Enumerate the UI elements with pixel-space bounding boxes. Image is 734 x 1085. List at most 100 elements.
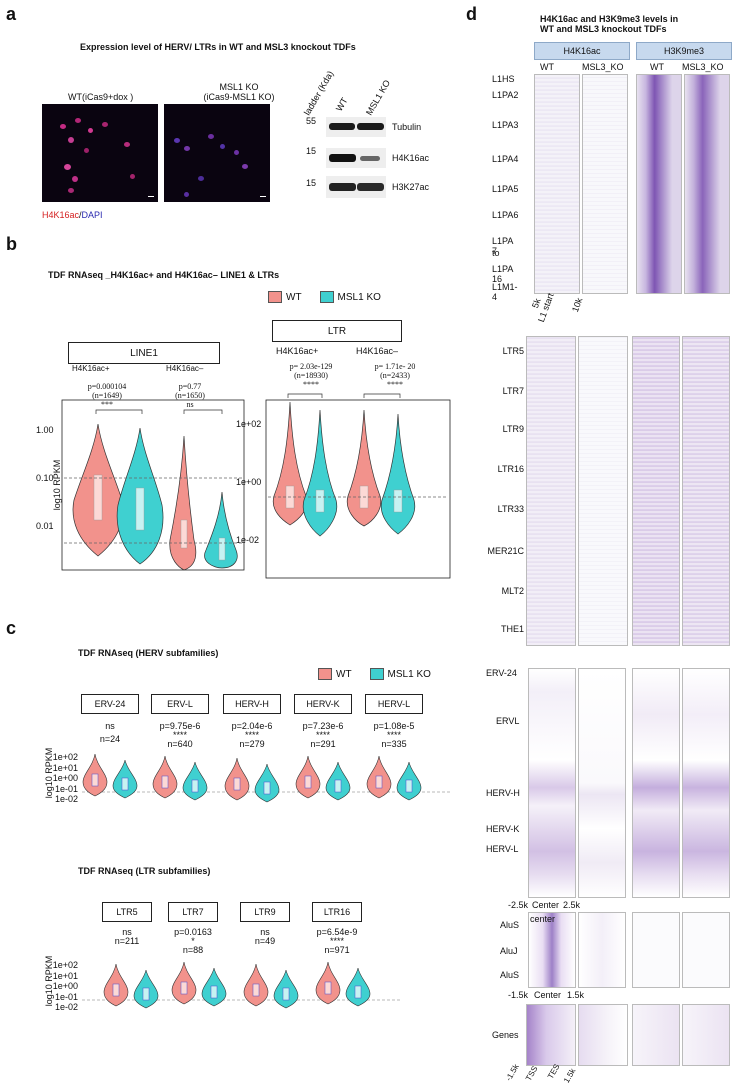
line1-box: LINE1 <box>68 342 220 364</box>
herv-stats-0: ns n=24 <box>81 722 139 744</box>
ltr-box: LTR <box>272 320 402 342</box>
l1-row-1: L1PA2 <box>492 90 519 100</box>
ltr0-p: ns <box>122 927 132 937</box>
herv1-p: p=9.75e-6 <box>159 721 201 731</box>
panel-b-legend: WT MSL1 KO <box>268 291 381 303</box>
herv0-n: n=24 <box>99 734 121 744</box>
stain-legend: H4K16ac/DAPI <box>42 210 103 220</box>
herv-row-3: HERV-K <box>486 824 520 834</box>
ltr1-sig: * <box>191 936 195 946</box>
ltr-row-2: LTR9 <box>502 424 524 434</box>
herv-stats-2: p=2.04e-6 **** n=279 <box>223 722 281 749</box>
line1-group2-name: H4K16ac– <box>166 364 204 373</box>
l1-row-8: L1PA 16 <box>492 264 513 284</box>
ltr-tick-3: 1e-02 <box>236 535 260 545</box>
l1-row-7: to <box>492 248 500 258</box>
violin-ltr-ko-neg <box>380 413 416 535</box>
panel-b-label: b <box>6 234 17 254</box>
herv3-sig: **** <box>315 730 330 740</box>
c-legend-wt-swatch <box>318 668 332 680</box>
heatmap-alu-h3-wt <box>632 912 680 988</box>
ltr-g2-n: (n=2433) <box>380 371 410 380</box>
herv2-p: p=2.04e-6 <box>231 721 273 731</box>
heatmap-ltr-h4-wt <box>526 336 576 646</box>
wt-image-label: WT(iCas9+dox ) <box>68 92 134 102</box>
heatmap-herv-h3-ko <box>682 668 730 898</box>
ltr-g2-sig: **** <box>387 380 403 389</box>
heatmap-genes-h3-ko <box>682 1004 730 1066</box>
l1-axis-10k: 10k <box>570 296 585 314</box>
blot-strip-tubulin <box>326 117 386 137</box>
ltr-g2-p: p= 1.71e- 20 <box>374 362 416 371</box>
line1-g1-n: (n=1649) <box>92 391 122 400</box>
herv3-p: p=7.23e-6 <box>302 721 344 731</box>
stain-sep: / <box>79 210 82 220</box>
facet-ervl: ERV-L <box>151 694 209 714</box>
line1-g1-sig: *** <box>101 400 113 409</box>
line1-group2-stats: p=0.77 (n=1650) ns <box>160 382 220 409</box>
herv3-n: n=291 <box>310 739 336 749</box>
c-legend-ko-label: MSL1 KO <box>387 668 431 680</box>
panel-b-violins <box>61 399 451 579</box>
herv-axis-center: Center <box>532 900 560 910</box>
stain-blue-label: DAPI <box>81 210 103 220</box>
c-legend-ko-swatch <box>369 668 384 680</box>
violin-line1-wt-neg <box>169 435 197 571</box>
ko-image-label-line1: MSL1 KO <box>219 82 259 92</box>
ltr3-n: n=971 <box>324 945 350 955</box>
ltr-group1-name: H4K16ac+ <box>276 346 319 356</box>
panel-d-title-line1: H4K16ac and H3K9me3 levels in <box>540 14 679 24</box>
l1-row-2: L1PA3 <box>492 120 519 130</box>
c-tick-0: 1e+02 <box>52 752 78 762</box>
line1-g2-p: p=0.77 <box>178 382 202 391</box>
col-ko-1: MSL3_KO <box>582 62 624 72</box>
panel-d-label: d <box>466 4 477 24</box>
facet-ltr5: LTR5 <box>102 902 152 922</box>
ltr-row-5: MER21C <box>487 546 524 556</box>
panel-d-title-line2: WT and MSL3 knockout TDFs <box>540 24 667 34</box>
alu-center-label: center <box>530 914 556 924</box>
panel-b-title: TDF RNAseq _H4K16ac+ and H4K16ac– LINE1 … <box>48 270 280 280</box>
alu-axis-right: 1.5k <box>567 990 585 1000</box>
l1-row-4: L1PA5 <box>492 184 519 194</box>
ltr-row-3: LTR16 <box>497 464 524 474</box>
ltr-row-7: THE1 <box>500 624 524 634</box>
violin-pair-hervk <box>295 755 351 801</box>
ltr-row-0: LTR5 <box>502 346 524 356</box>
ltr-stats-1: p=0.0163 * n=88 <box>164 928 222 955</box>
blot-kda-1: 55 <box>306 116 317 126</box>
violin-pair-ervl <box>152 755 208 801</box>
line1-g2-sig: ns <box>186 400 194 409</box>
ltr0-n: n=211 <box>114 936 140 946</box>
violin-pair-erv24 <box>82 753 138 799</box>
c2-tick-2: 1e+00 <box>52 981 78 991</box>
heatmap-alu-h3-ko <box>682 912 730 988</box>
panel-c-title1: TDF RNAseq (HERV subfamilies) <box>78 648 219 658</box>
ltr1-p: p=0.0163 <box>174 927 212 937</box>
heatmap-ltr-h3-ko <box>682 336 730 646</box>
heatmap-ltr-h3-wt <box>632 336 680 646</box>
ltr-group2-name: H4K16ac– <box>356 346 399 356</box>
herv-row-2: HERV-H <box>486 788 520 798</box>
col-wt-2: WT <box>650 62 664 72</box>
violin-pair-hervl <box>366 755 422 801</box>
heatmap-alu-h4-ko <box>578 912 626 988</box>
ltr-stats-0: ns n=211 <box>102 928 152 946</box>
heatmap-l1-h4-wt <box>534 74 580 294</box>
alu-row-1: AluJ <box>500 946 518 956</box>
ltr3-sig: **** <box>329 936 344 946</box>
violin-pair-ltr7 <box>171 961 227 1007</box>
line1-group1-stats: p=0.000104 (n=1649) *** <box>72 382 142 409</box>
blot-kda-2: 15 <box>306 146 317 156</box>
heatmap-l1-h4-ko <box>582 74 628 294</box>
heatmap-ltr-h4-ko <box>578 336 628 646</box>
herv4-n: n=335 <box>381 739 407 749</box>
violin-ltr-ko-pos <box>302 409 338 537</box>
ltr-row-4: LTR33 <box>497 504 524 514</box>
l1-row-9: L1M1-4 <box>492 282 518 302</box>
herv-facets: ERV-24 ERV-L HERV-H HERV-K HERV-L ns n=24… <box>68 694 468 794</box>
blot-strip-h4k16ac <box>326 148 386 168</box>
c-herv-yticks: 1e+02 1e+01 1e+00 1e-01 1e-02 <box>42 752 78 805</box>
genes-axis-tss: TSS <box>524 1064 540 1083</box>
herv-axis: -2.5k Center 2.5k <box>508 900 580 910</box>
